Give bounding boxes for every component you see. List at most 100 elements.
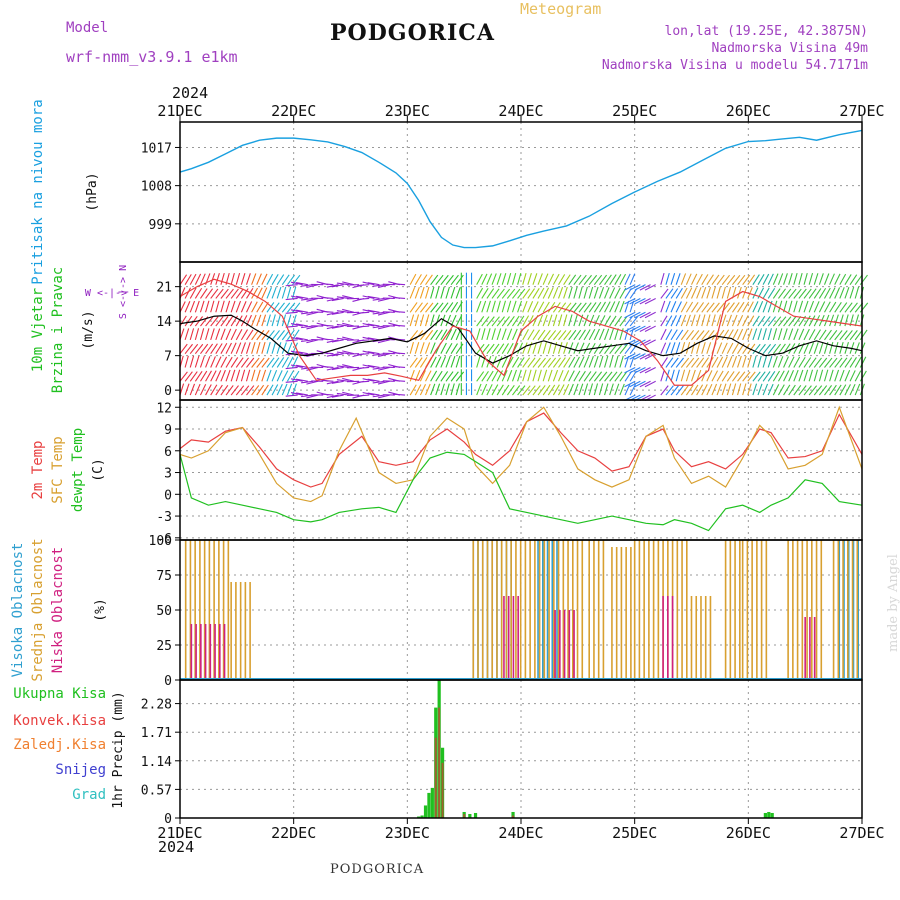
wind-arrow [357, 353, 370, 356]
panel-frame-pressure [179, 121, 863, 263]
wind-arrow [716, 383, 722, 396]
wind-arrow [757, 328, 763, 341]
wind-arrow [215, 384, 223, 396]
wind-arrow [326, 284, 339, 288]
wind-arrow [357, 325, 370, 328]
wind-arrow [501, 288, 511, 299]
wind-arrow [834, 287, 841, 299]
wind-arrow [762, 343, 772, 355]
wind-arrow [808, 369, 814, 382]
wind-arrow [496, 316, 505, 327]
wind-arrow [829, 341, 834, 354]
cloud-srednja-oblacnost [184, 540, 859, 680]
wind-arrow [670, 385, 679, 396]
wind-arrow [639, 284, 651, 291]
wind-arrow [634, 380, 646, 388]
wind-arrow [721, 342, 728, 354]
wind-arrow [486, 273, 493, 285]
wind-arrow [532, 287, 540, 299]
wind-arrow [767, 288, 776, 299]
wind-arrow [701, 286, 707, 299]
wind-arrow [670, 369, 675, 382]
wind-arrow [285, 366, 298, 370]
y-tick-label: 1.14 [141, 755, 172, 770]
wind-arrow [680, 301, 688, 313]
wind-arrow [445, 356, 451, 368]
wind-arrow [675, 273, 681, 285]
cloud-niska-oblacnost [190, 596, 816, 680]
wind-arrow [285, 339, 298, 342]
wind-arrow [762, 287, 770, 299]
wind-arrow [496, 300, 501, 313]
wind-arrow [573, 302, 582, 313]
wind-arrow [578, 286, 583, 299]
wind-arrow [271, 302, 280, 313]
precip-total-bar [423, 805, 428, 818]
wind-arrow [660, 328, 667, 341]
wind-arrow [573, 314, 578, 327]
wind-arrow [251, 329, 259, 341]
wind-arrow [747, 301, 754, 313]
wind-arrow [793, 300, 798, 313]
wind-arrow [731, 302, 740, 313]
wind-arrow [501, 316, 510, 327]
wind-arrow [818, 357, 828, 368]
wind-arrow [604, 355, 609, 368]
wind-arrow [742, 274, 751, 285]
wind-arrow [757, 355, 762, 368]
wind-arrow [450, 274, 459, 286]
wind-arrow [829, 329, 838, 341]
x-tick-label-top: 26DEC [726, 102, 771, 120]
wind-arrow [357, 297, 370, 300]
wind-arrow [696, 287, 702, 299]
wind-arrow [557, 286, 564, 299]
wind-arrow [276, 384, 283, 396]
wind-arrow [690, 369, 696, 382]
wind-arrow [331, 311, 344, 315]
precip-axis-label: 1hr Precip (mm) [111, 691, 126, 808]
wind-arrow [803, 300, 809, 313]
precip-total-bar [473, 812, 478, 818]
wind-arrow [598, 343, 607, 354]
wind-arrow [737, 301, 745, 313]
wind-arrow [377, 380, 390, 385]
wind-axis-label-1: 10m Vjetar [30, 288, 46, 372]
wind-arrow [491, 343, 500, 354]
x-tick-label-bottom: 26DEC [726, 824, 771, 842]
wind-arrow [588, 274, 598, 286]
wind-arrow [644, 297, 656, 305]
temp-units: (C) [91, 458, 106, 481]
pressure-axis-label: Pritisak na nivou mora [30, 99, 46, 284]
wind-arrow [336, 337, 349, 341]
precip-convective-bar [438, 707, 441, 818]
wind-arrow [808, 300, 815, 313]
wind-arrow [306, 366, 319, 371]
wind-arrow [716, 356, 724, 368]
wind-arrow [220, 316, 229, 327]
wind-arrow [604, 383, 609, 396]
wind-arrow [342, 391, 355, 396]
wind-arrow [721, 329, 730, 341]
wind-arrow [261, 287, 268, 299]
y-tick-label: 21 [156, 281, 172, 296]
elevation-info: Nadmorska Visina 49m [711, 41, 868, 56]
wind-arrow [644, 366, 656, 374]
x-tick-label-bottom: 23DEC [385, 824, 430, 842]
wind-arrow [445, 302, 454, 313]
wind-arrow [629, 353, 641, 360]
wind-arrow [179, 371, 188, 382]
wind-arrow [778, 316, 787, 327]
wind-arrow [747, 315, 755, 327]
wind-arrow [563, 330, 572, 341]
wind-arrow [245, 273, 251, 285]
wind-arrow [839, 369, 845, 382]
wind-arrow [783, 370, 790, 382]
wind-arrow [189, 343, 199, 355]
wind-arrow [342, 336, 355, 341]
wind-arrow [506, 300, 512, 313]
wind-arrow [813, 301, 820, 313]
wind-arrow [281, 342, 287, 354]
wind-arrow [563, 286, 568, 299]
wind-arrow [604, 315, 612, 327]
wind-arrow [726, 286, 732, 299]
